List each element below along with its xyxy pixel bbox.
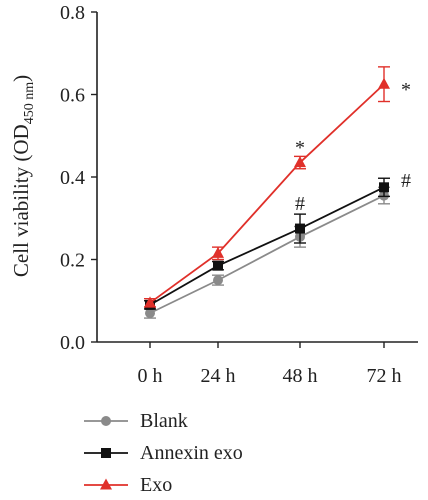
data-point (295, 223, 305, 234)
legend-marker (100, 478, 112, 490)
series-exo (144, 66, 390, 308)
legend-item: Exo (84, 474, 172, 496)
series-line (149, 186, 385, 306)
series-line (149, 83, 385, 304)
data-point (213, 260, 223, 271)
axes (96, 12, 418, 343)
legend-marker (101, 416, 111, 426)
x-tick-label: 72 h (367, 365, 402, 387)
x-tick-label: 0 h (138, 365, 163, 387)
series-layer (144, 66, 390, 319)
data-point (212, 246, 224, 258)
y-tick-label: 0.2 (60, 250, 85, 272)
y-tick-label: 0.0 (60, 332, 85, 354)
legend-marker (101, 448, 111, 458)
legend-label: Annexin exo (140, 442, 243, 464)
significance-mark: * (295, 137, 305, 159)
x-ticks: 0 h 24 h 48 h 72 h (138, 342, 402, 387)
legend: Blank Annexin exo Exo (84, 410, 243, 496)
significance-mark: * (401, 79, 411, 101)
data-point (213, 275, 223, 286)
data-point (145, 308, 155, 319)
legend-label: Exo (140, 474, 172, 496)
y-tick-label: 0.4 (60, 167, 85, 189)
significance-mark: # (295, 193, 305, 215)
series-blank (144, 186, 390, 319)
y-tick-label: 0.6 (60, 85, 85, 107)
y-ticks: 0.0 0.2 0.4 0.6 0.8 (60, 2, 97, 354)
data-point (294, 156, 306, 168)
data-point (379, 182, 389, 193)
annotations: * # * # (295, 79, 411, 215)
x-tick-label: 24 h (201, 365, 236, 387)
legend-item: Blank (84, 410, 188, 432)
significance-mark: # (401, 170, 411, 192)
x-tick-label: 48 h (283, 365, 318, 387)
legend-item: Annexin exo (84, 442, 243, 464)
data-point (378, 77, 390, 89)
y-axis-label: Cell viability (OD450 nm) (9, 75, 37, 277)
legend-label: Blank (140, 410, 188, 432)
y-tick-label: 0.8 (60, 2, 85, 24)
series-line (149, 194, 385, 314)
data-point (144, 296, 156, 308)
